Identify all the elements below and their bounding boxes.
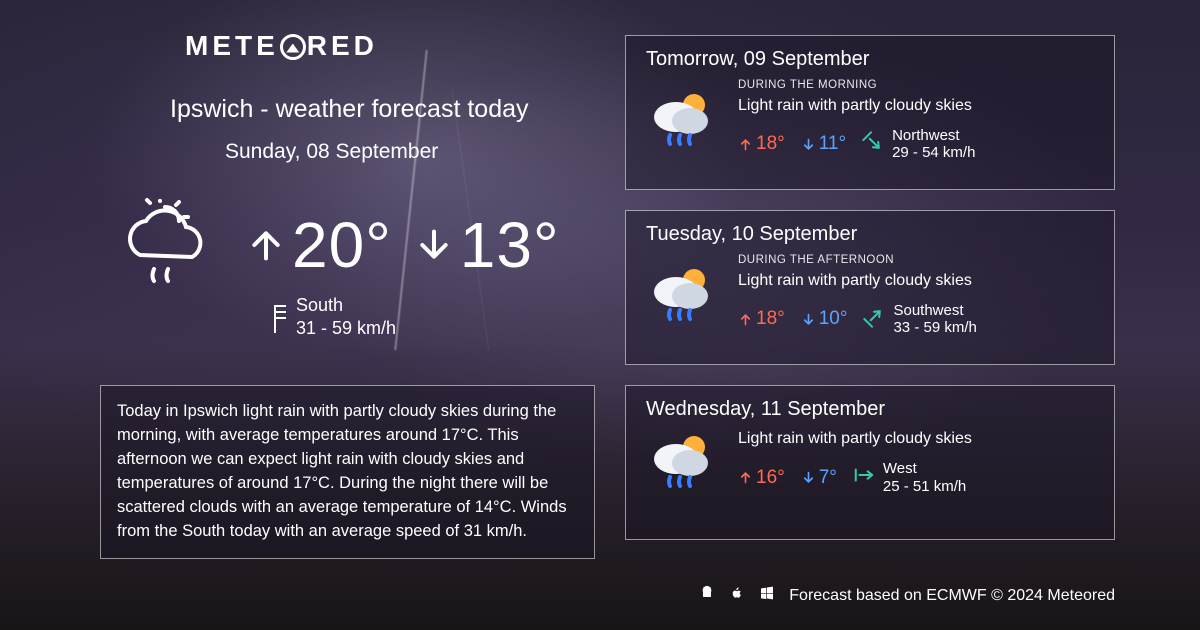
android-icon [699, 585, 715, 606]
forecast-card: Tomorrow, 09 September DURING THE MORNIN… [625, 35, 1115, 190]
page-title: Ipswich - weather forecast today [170, 95, 529, 124]
brand-part2: RED [307, 30, 378, 62]
forecast-period: DURING THE MORNING [738, 79, 975, 91]
weather-icon [646, 262, 716, 329]
forecast-date: Tuesday, 10 September [646, 223, 1094, 246]
apple-icon [729, 585, 745, 606]
forecast-low: 11° [801, 133, 846, 155]
forecast-wind: West25 - 51 km/h [853, 460, 966, 495]
footer-text: Forecast based on ECMWF © 2024 Meteored [789, 587, 1115, 605]
forecast-desc: Light rain with partly cloudy skies [738, 430, 972, 448]
forecast-desc: Light rain with partly cloudy skies [738, 97, 975, 115]
weather-icon [646, 87, 716, 154]
today-low: 13° [414, 208, 560, 282]
brand-logo-icon [280, 34, 306, 60]
forecast-high: 18° [738, 133, 785, 155]
forecast-high: 16° [738, 467, 785, 489]
windows-icon [759, 585, 775, 606]
forecast-wind: Northwest29 - 54 km/h [862, 127, 975, 162]
forecast-high: 18° [738, 308, 785, 330]
wind-icon [266, 301, 284, 333]
forecast-period: DURING THE AFTERNOON [738, 254, 977, 266]
today-high-value: 20° [292, 208, 392, 282]
platform-icons [699, 585, 775, 606]
arrow-down-icon [414, 225, 454, 265]
today-summary: Today in Ipswich light rain with partly … [100, 385, 595, 559]
forecast-low: 7° [801, 467, 837, 489]
forecast-card: Tuesday, 10 September DURING THE AFTERNO… [625, 210, 1115, 365]
brand-part1: METE [185, 30, 279, 62]
today-date: Sunday, 08 September [225, 140, 438, 164]
today-block: 20° 13° [110, 195, 560, 295]
today-wind: South 31 - 59 km/h [266, 294, 396, 339]
footer: Forecast based on ECMWF © 2024 Meteored [699, 585, 1115, 606]
wind-direction-icon [853, 464, 875, 490]
forecast-wind: Southwest33 - 59 km/h [863, 302, 976, 337]
today-wind-dir: South [296, 294, 396, 317]
forecast-low: 10° [801, 308, 848, 330]
weather-icon [646, 429, 716, 496]
forecast-date: Wednesday, 11 September [646, 398, 1094, 421]
today-temps: 20° 13° [246, 208, 560, 282]
weather-icon [110, 195, 220, 295]
today-low-value: 13° [460, 208, 560, 282]
arrow-up-icon [246, 225, 286, 265]
forecast-date: Tomorrow, 09 September [646, 48, 1094, 71]
forecast-desc: Light rain with partly cloudy skies [738, 272, 977, 290]
today-high: 20° [246, 208, 392, 282]
brand-logo: METE RED [185, 30, 378, 62]
today-wind-range: 31 - 59 km/h [296, 317, 396, 340]
forecast-card: Wednesday, 11 September Light rain with … [625, 385, 1115, 540]
wind-direction-icon [863, 306, 885, 332]
wind-direction-icon [862, 131, 884, 157]
